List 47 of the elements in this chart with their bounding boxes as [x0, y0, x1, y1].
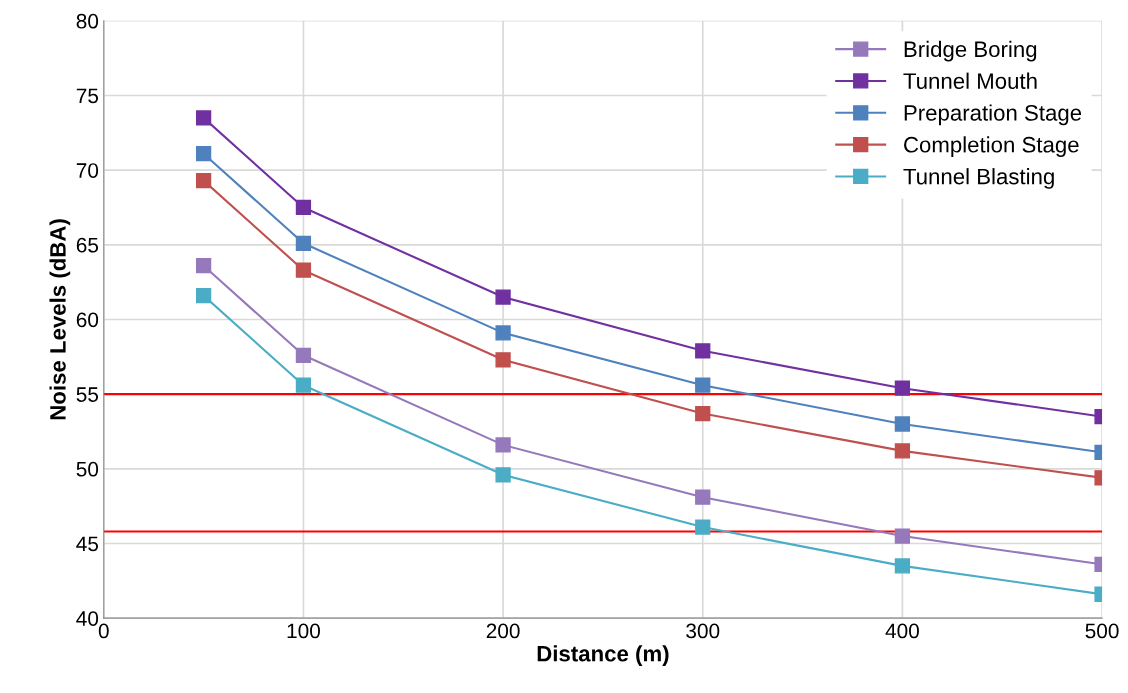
point: [295, 377, 312, 393]
x-axis-title: Distance (m): [537, 645, 669, 666]
legend-label: Completion Stage: [904, 136, 1079, 157]
x-tick-label: 300: [686, 623, 720, 639]
point: [894, 528, 911, 544]
point: [195, 110, 212, 126]
point: [295, 347, 312, 363]
point: [695, 343, 711, 359]
point: [495, 467, 511, 483]
y-tick-label: 70: [76, 163, 99, 178]
y-tick-label: 40: [76, 611, 99, 626]
point: [695, 489, 711, 505]
legend-label: Preparation Stage: [904, 104, 1082, 126]
point: [695, 519, 711, 535]
point: [295, 199, 312, 216]
y-tick-label: 55: [76, 387, 99, 402]
y-tick-label: 65: [76, 237, 99, 253]
y-tick-label: 75: [76, 88, 99, 104]
point: [295, 235, 312, 251]
point: [695, 377, 711, 393]
legend-label: Tunnel Mouth: [903, 72, 1037, 89]
x-tick-label: 500: [1085, 623, 1119, 639]
legend-label: Bridge Boring: [904, 40, 1037, 62]
x-tick-label: 200: [486, 623, 520, 639]
point: [495, 325, 511, 341]
y-tick-label: 50: [76, 461, 99, 477]
point: [894, 416, 911, 432]
point: [195, 258, 212, 274]
point: [894, 443, 911, 459]
point: [894, 558, 911, 574]
y-tick-label: 45: [76, 536, 99, 552]
y-tick-label: 60: [76, 312, 99, 328]
point: [695, 405, 711, 422]
point: [495, 437, 511, 453]
point: [295, 262, 312, 278]
point: [195, 146, 212, 162]
y-axis-title: Noise Levels (dBA): [49, 219, 71, 420]
y-tick-label: 80: [76, 13, 99, 29]
x-tick-label: 0: [98, 623, 109, 639]
point: [495, 352, 511, 368]
x-tick-label: 100: [287, 623, 320, 639]
point: [495, 289, 511, 305]
legend-label: Tunnel Blasting: [903, 168, 1054, 189]
point: [195, 172, 212, 189]
point: [894, 380, 911, 396]
x-tick-label: 400: [885, 623, 919, 639]
point: [195, 287, 212, 304]
